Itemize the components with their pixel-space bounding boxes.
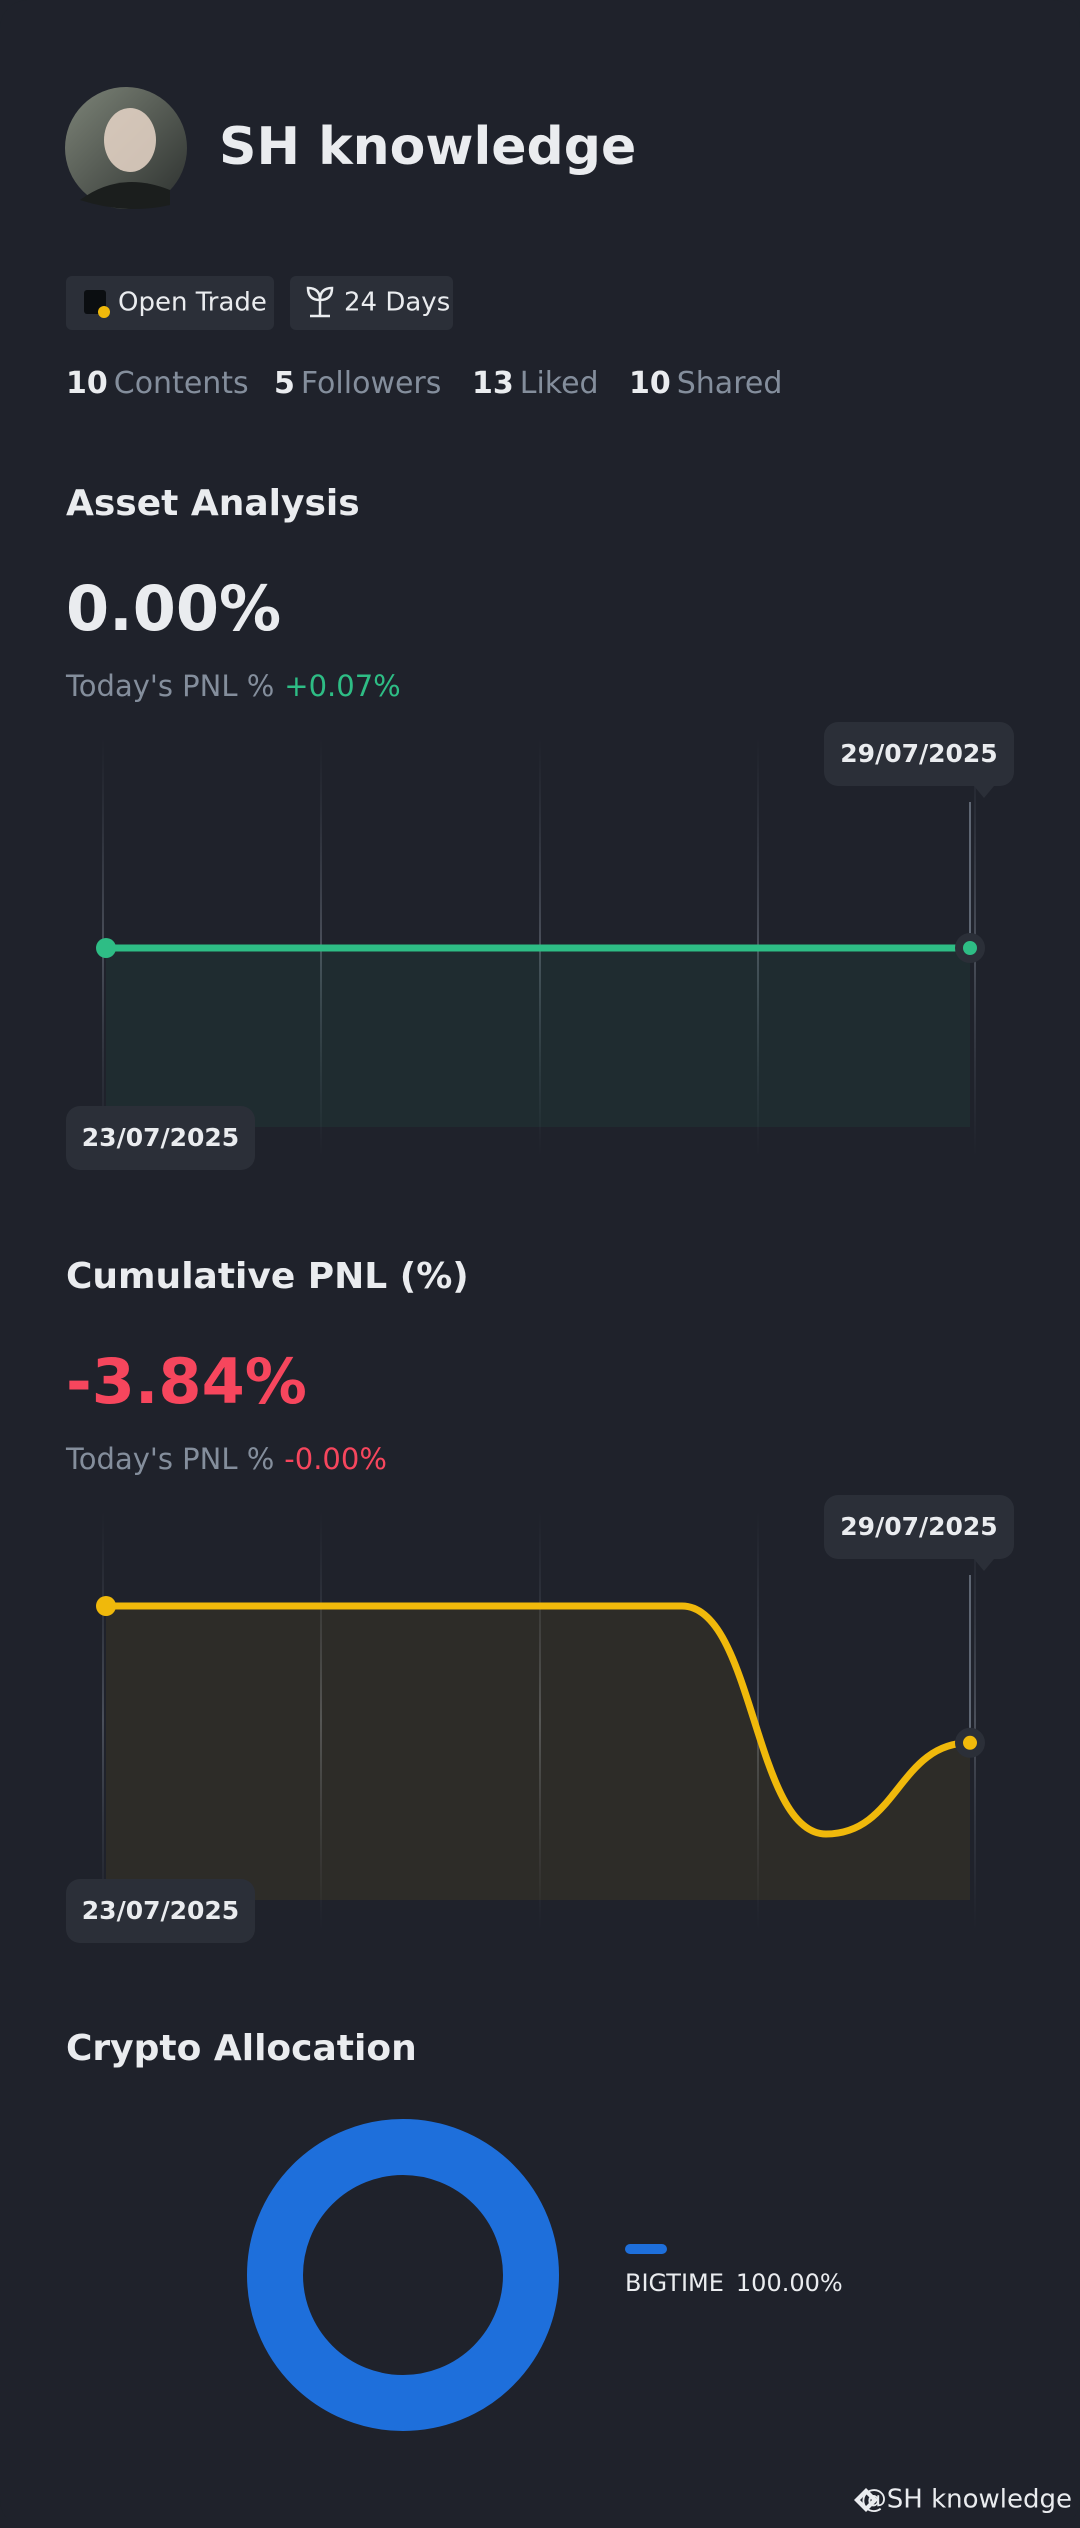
date-label: 29/07/2025 [840, 1512, 997, 1541]
headline: -3.84% [66, 1345, 307, 1418]
legend-swatch [625, 2244, 667, 2254]
line [102, 1602, 974, 1838]
stat-value: 10 [629, 366, 671, 401]
tooltip-pointer [974, 1559, 994, 1571]
stat: 10 Contents [66, 366, 249, 401]
line-area [106, 1606, 970, 1900]
badge[interactable] [66, 276, 274, 330]
stat-label: Liked [520, 366, 599, 401]
today-label: Today's PNL % [65, 669, 274, 703]
date-label: 23/07/2025 [82, 1123, 239, 1152]
date-tooltip [66, 1879, 255, 1943]
today-pnl: Today's PNL % -0.00% [65, 1442, 387, 1476]
section-title: Asset Analysis [66, 483, 360, 524]
tooltip-pointer [974, 786, 994, 798]
profile-name: SH knowledge [219, 117, 636, 177]
legend-name: BIGTIME [625, 2269, 724, 2297]
stat-value: 5 [274, 366, 295, 401]
badge-label: Open Trade [118, 288, 267, 318]
section-title: Cumulative PNL (%) [66, 1256, 469, 1297]
today-value: +0.07% [284, 669, 400, 703]
stat-value: 10 [66, 366, 108, 401]
today-value: -0.00% [284, 1442, 387, 1476]
watermark-icon [854, 2488, 878, 2512]
stat: 10 Shared [629, 366, 782, 401]
section-title: Crypto Allocation [66, 2028, 417, 2069]
grid-line [539, 1511, 541, 1930]
headline: 0.00% [66, 572, 281, 645]
badge-icon [98, 306, 110, 318]
date-label: 23/07/2025 [82, 1896, 239, 1925]
avatar[interactable] [65, 87, 187, 209]
date-tooltip [824, 722, 1014, 786]
date-label: 29/07/2025 [840, 739, 997, 768]
grid-line [757, 1511, 759, 1930]
line-area [106, 948, 970, 1127]
stat-label: Followers [301, 366, 442, 401]
badge-label: 24 Days [344, 288, 450, 318]
donut-slice [247, 2119, 559, 2431]
stat-label: Shared [677, 366, 783, 401]
today-pnl: Today's PNL % +0.07% [65, 669, 401, 703]
today-label: Today's PNL % [65, 1442, 274, 1476]
grid-line [102, 1511, 104, 1930]
end-point [955, 933, 985, 963]
watermark: @SH knowledge [861, 2485, 1072, 2515]
date-tooltip [66, 1106, 255, 1170]
stat-label: Contents [114, 366, 249, 401]
start-point [96, 1596, 116, 1616]
date-tooltip [824, 1495, 1014, 1559]
badge-icon [306, 286, 334, 318]
stat: 5 Followers [274, 366, 441, 401]
stat: 13 Liked [472, 366, 599, 401]
end-point [955, 1727, 985, 1758]
legend-value: 100.00% [736, 2269, 843, 2297]
grid-line [320, 1511, 322, 1930]
stat-value: 13 [472, 366, 514, 401]
start-point [96, 938, 116, 958]
legend-entry: BIGTIME 100.00% [625, 2269, 843, 2297]
grid-line [974, 1511, 976, 1930]
